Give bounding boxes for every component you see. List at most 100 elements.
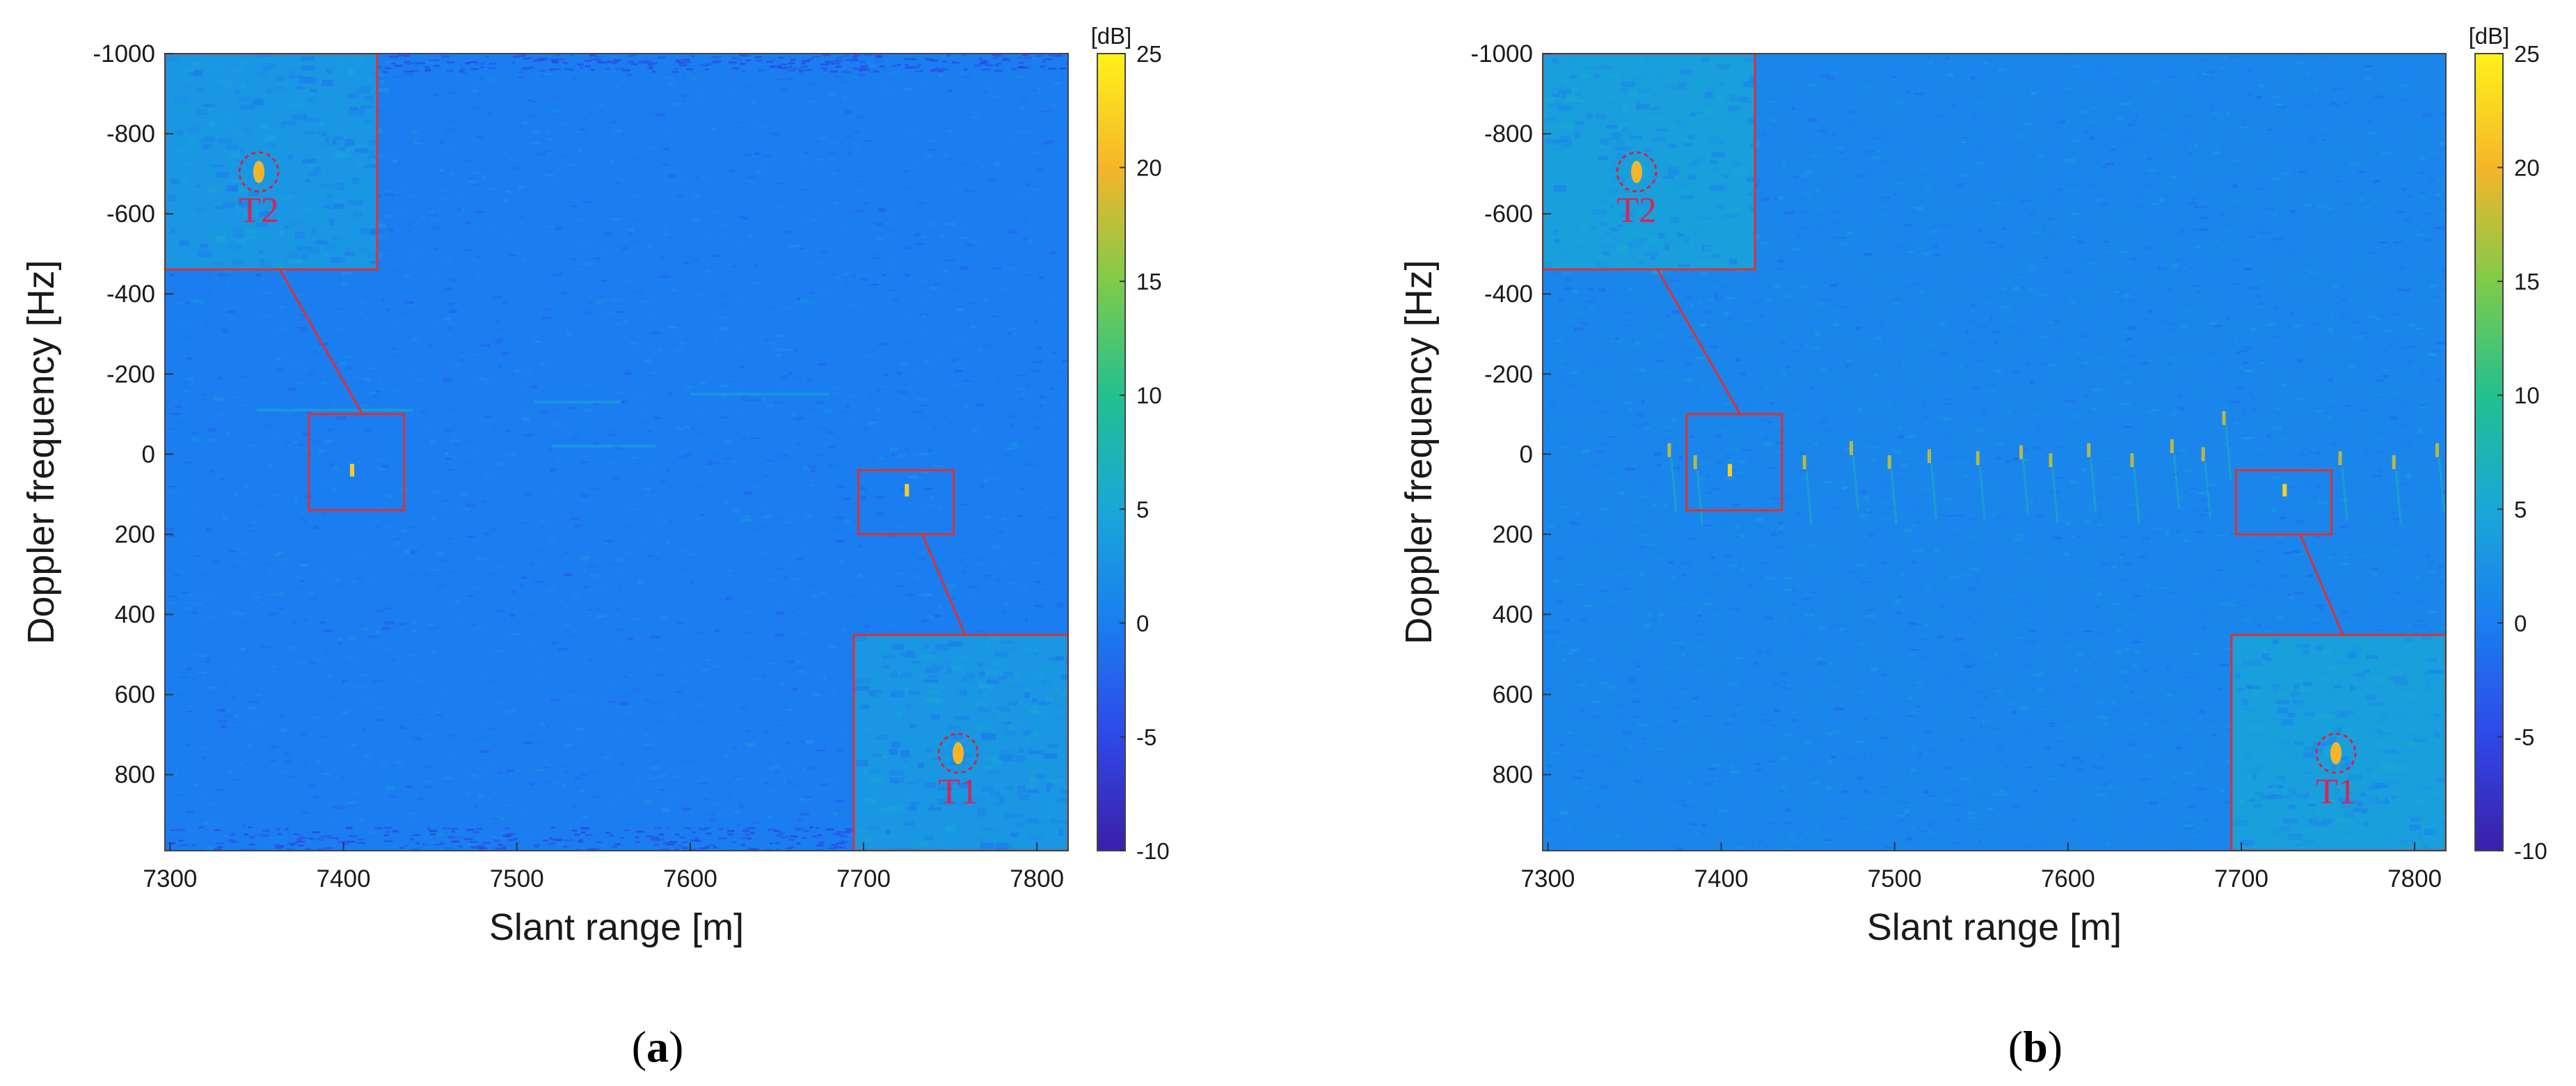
scatterer-trail [2438, 458, 2446, 513]
connector-line-T2 [278, 269, 364, 415]
y-tick-label: -600 [106, 200, 155, 228]
colorbar-tick-label: 20 [1136, 155, 1162, 181]
scatterer-point [1693, 455, 1697, 469]
colorbar-tick-label: 15 [1136, 269, 1162, 294]
colorbar-tick-label: -10 [1136, 838, 1170, 864]
inset-target-point [2330, 742, 2342, 764]
x-tick-label: 7600 [663, 865, 717, 892]
y-tick-label: -200 [106, 361, 155, 388]
inset-target-point [1631, 161, 1642, 183]
colorbar-tick-label: 5 [2514, 496, 2527, 522]
connector-line-T2 [1656, 269, 1742, 415]
scatterer-point [2130, 453, 2134, 468]
x-tick-label: 7300 [143, 865, 198, 892]
y-axis-title: Doppler frequency [Hz] [1398, 260, 1440, 644]
y-tick-label: 400 [115, 601, 155, 629]
target-circle [937, 732, 979, 774]
scatterer-point [2049, 453, 2053, 468]
zoom-inset-T1: T1 [2230, 634, 2446, 851]
scatterer-trail [1978, 466, 1986, 521]
target-box-T2 [1685, 413, 1783, 512]
target-box-T2 [308, 413, 406, 512]
scatterer-point [1667, 443, 1671, 457]
colorbar-tick-label: 15 [2514, 269, 2540, 294]
scatterer-trail [2022, 460, 2030, 515]
axes-frame [1542, 53, 2447, 851]
x-tick-label: 7700 [2214, 865, 2268, 892]
scatterer-trail [1852, 456, 1859, 511]
scatterer-trail [2090, 458, 2097, 513]
x-tick-label: 7700 [836, 865, 891, 892]
y-tick-label: 800 [1493, 762, 1533, 789]
x-axis-title: Slant range [m] [1867, 906, 2122, 948]
scatterer-trail [2172, 454, 2180, 510]
inset-target-point [953, 742, 964, 764]
colorbar-tick-label: 10 [1136, 383, 1162, 409]
y-tick-label: 600 [115, 682, 155, 709]
scatterer-point [1802, 455, 1806, 469]
target-point-T2 [1728, 464, 1733, 477]
target-point-T1 [2282, 484, 2287, 497]
colorbar-tick-label: -10 [2514, 838, 2547, 864]
target-circle [1616, 151, 1657, 193]
x-tick-label: 7800 [2387, 865, 2442, 892]
scatterer-trail [1930, 464, 1938, 519]
scatterer-trail [2133, 468, 2140, 524]
scatterer-point [2019, 445, 2024, 459]
colorbar [2474, 53, 2504, 851]
y-tick-label: -1000 [1470, 40, 1533, 68]
connector-line-T1 [2299, 533, 2344, 636]
target-label-T2: T2 [239, 191, 279, 230]
inset-frame [2230, 634, 2446, 851]
scatterer-trail [2394, 470, 2402, 526]
scatterer-point [2170, 439, 2174, 453]
colorbar [1097, 53, 1126, 851]
colorbar-title: [dB] [2469, 23, 2510, 49]
scatterer-point [1849, 441, 1853, 455]
colorbar-tick-label: 0 [2514, 611, 2527, 636]
colorbar-title: [dB] [1091, 23, 1132, 49]
x-tick-label: 7500 [1868, 865, 1922, 892]
scatterer-trail [1805, 470, 1813, 526]
colorbar-tick-label: -5 [2514, 724, 2534, 750]
y-tick-label: -400 [106, 281, 155, 308]
colorbar-tick-label: 0 [1136, 611, 1149, 636]
target-label-T2: T2 [1616, 191, 1657, 230]
y-tick-label: 800 [115, 762, 155, 789]
scatterer-point [2201, 447, 2205, 462]
y-tick-label: -200 [1484, 361, 1533, 388]
target-point-T2 [350, 464, 355, 477]
x-tick-label: 7400 [317, 865, 371, 892]
zoom-inset-T2: T2 [1543, 54, 1766, 275]
inset-background [854, 635, 1068, 851]
scatterer-trail [2341, 466, 2348, 521]
colorbar-tick-label: 5 [1136, 496, 1149, 522]
target-box-T1 [857, 469, 955, 535]
zoom-inset-T2: T2 [165, 54, 390, 274]
scatterer-point [2338, 451, 2342, 466]
target-box-T1 [2235, 469, 2333, 535]
scatterer-point [1975, 451, 1980, 466]
inset-background [165, 54, 377, 269]
y-tick-label: -1000 [93, 40, 155, 68]
scatterer-trail [2051, 468, 2059, 524]
scatterer-trail [1696, 470, 1703, 526]
scatterer-point [1927, 449, 1932, 464]
target-label-T1: T1 [938, 772, 978, 812]
y-tick-label: -800 [106, 120, 155, 148]
y-tick-label: 200 [1493, 521, 1533, 548]
colorbar-tick-label: 20 [2514, 155, 2540, 181]
scatterer-point [2087, 443, 2091, 457]
colorbar-tick-label: -5 [1136, 724, 1156, 750]
target-circle [2315, 732, 2357, 774]
colorbar-tick-label: 25 [1136, 41, 1162, 67]
target-label-T1: T1 [2316, 772, 2356, 812]
panel-label: (a) [632, 1022, 684, 1071]
scatterer-point [2435, 443, 2440, 457]
x-tick-label: 7800 [1010, 865, 1064, 892]
inset-target-point [253, 161, 264, 183]
y-tick-label: -800 [1484, 120, 1533, 148]
y-axis-title: Doppler frequency [Hz] [20, 260, 62, 644]
